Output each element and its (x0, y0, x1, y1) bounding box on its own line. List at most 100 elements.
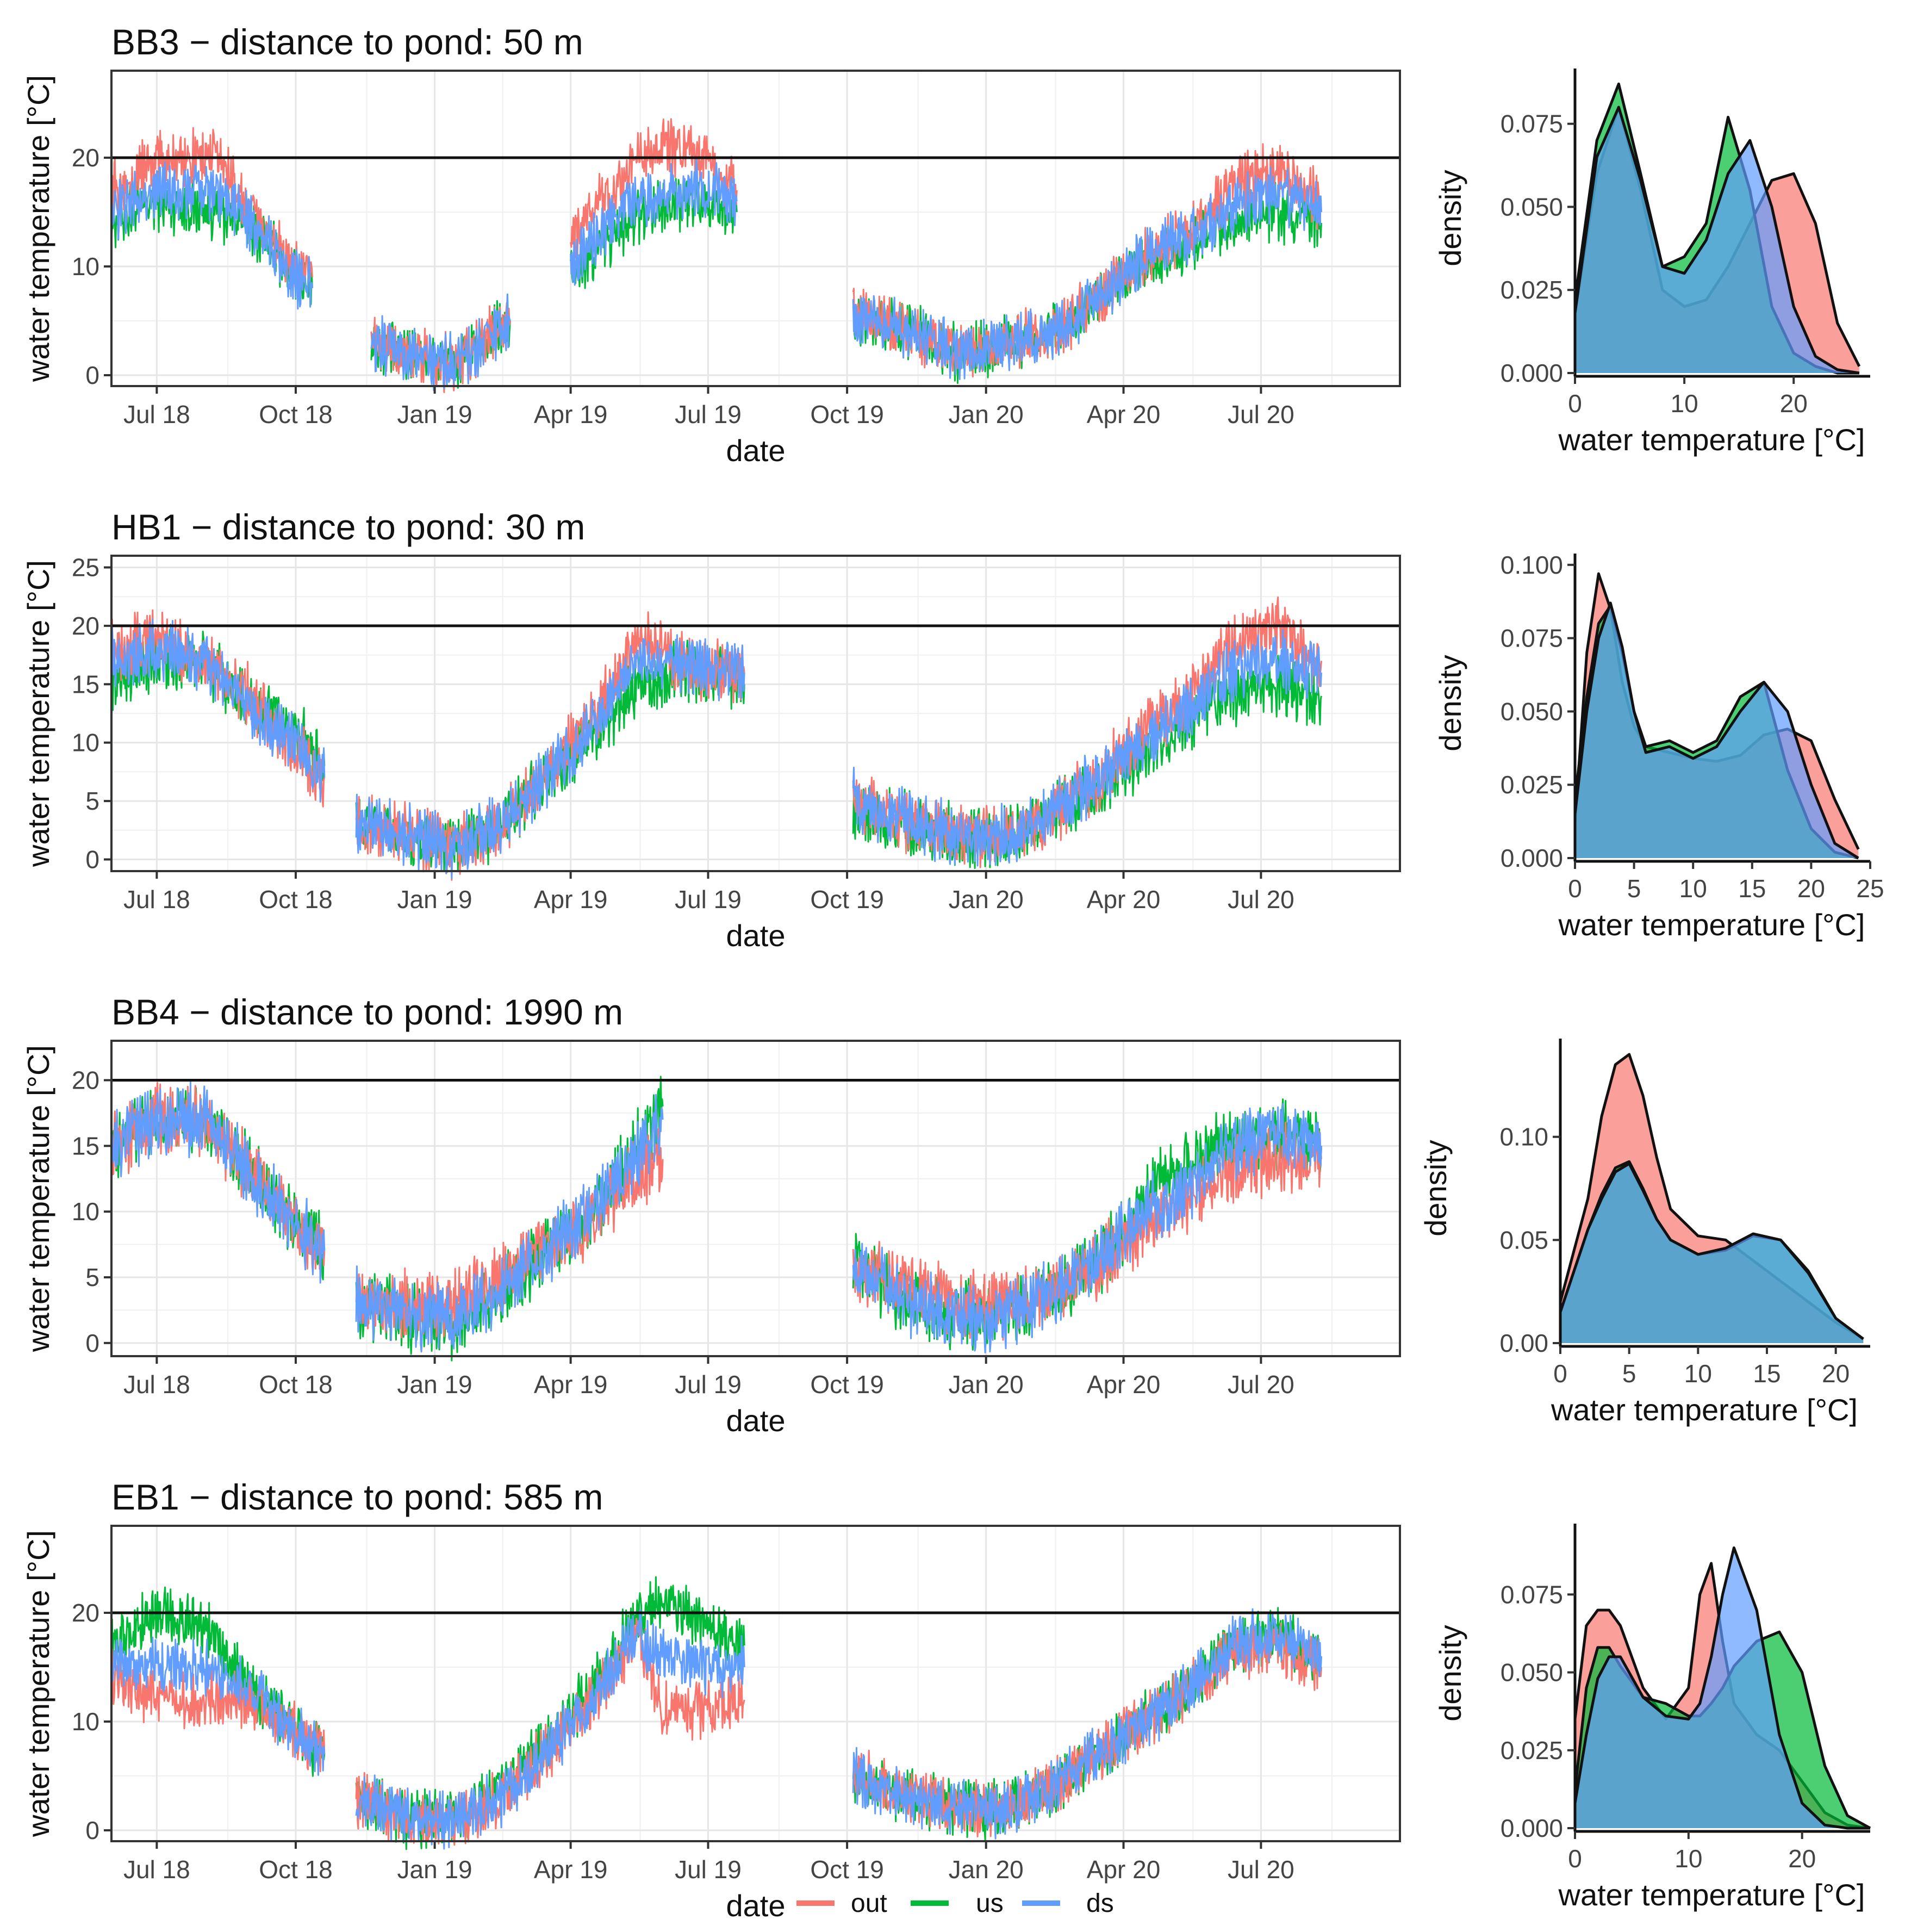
x-axis-label: date (726, 918, 786, 953)
x-tick-label: 15 (1738, 874, 1766, 903)
series-line-ds (355, 1610, 745, 1850)
x-tick-label: 20 (1822, 1359, 1850, 1388)
y-tick-label: 20 (72, 1066, 99, 1095)
x-tick-label: Oct 19 (810, 1370, 884, 1399)
x-tick-label: Jan 20 (949, 400, 1024, 428)
y-tick-label: 20 (72, 1599, 99, 1627)
x-tick-label: 5 (1627, 874, 1641, 903)
series-line-ds (852, 1608, 1322, 1840)
density-outline-ds (1573, 1546, 1870, 1830)
panel-border (110, 1525, 1401, 1842)
y-axis-label: water temperature [°C] (21, 1530, 55, 1837)
x-tick-label: 0 (1568, 1844, 1582, 1873)
y-tick-label: 0 (85, 361, 99, 389)
x-axis-label: date (726, 433, 786, 468)
y-tick-label: 0.025 (1501, 771, 1563, 799)
x-tick-label: Jan 19 (397, 1855, 472, 1884)
x-tick-label: Apr 19 (534, 885, 608, 914)
x-tick-label: Apr 20 (1087, 885, 1161, 914)
x-tick-label: Oct 19 (810, 400, 884, 428)
series-line-ds (852, 629, 1322, 867)
series-line-ds (852, 1103, 1322, 1353)
x-tick-label: Jul 19 (675, 400, 742, 428)
x-tick-label: Jul 20 (1228, 885, 1294, 914)
x-tick-label: 15 (1753, 1359, 1781, 1388)
timeseries-panel: 0 5 10 15 20 Jul 18 Oct 18 Jan 19 Apr 19 Jul 19 Oc… (21, 992, 1401, 1438)
x-tick-label: Jul 19 (675, 1370, 742, 1399)
x-tick-label: 5 (1622, 1359, 1636, 1388)
density-area-ds (1575, 107, 1859, 373)
x-axis-label: date (726, 1888, 786, 1923)
y-tick-label: 0.00 (1499, 1329, 1548, 1357)
series-line-ds (110, 619, 326, 803)
y-axis-label: water temperature [°C] (21, 560, 55, 867)
x-tick-label: 25 (1856, 874, 1884, 903)
panel-border (110, 70, 1401, 387)
x-tick-label: Jul 20 (1228, 1855, 1294, 1884)
density-panel: 0.00 0.05 0.10 0 5 10 15 20 water temperature [°… (1418, 1039, 1870, 1427)
x-tick-label: Oct 18 (259, 400, 333, 428)
x-tick-label: Jul 19 (675, 1855, 742, 1884)
timeseries-panel: 0 10 20 Jul 18 Oct 18 Jan 19 Apr 19 Jul 19 Oct 1… (21, 1477, 1401, 1923)
x-tick-label: Jul 18 (123, 1855, 190, 1884)
x-tick-label: 0 (1568, 874, 1582, 903)
series-line-ds (852, 166, 1322, 380)
y-tick-label: 0.05 (1499, 1226, 1548, 1254)
panel-border (110, 1040, 1401, 1357)
series-line-out (570, 118, 738, 259)
x-tick-label: Jan 19 (397, 885, 472, 914)
x-tick-label: Oct 19 (810, 885, 884, 914)
y-tick-label: 0.075 (1501, 624, 1563, 653)
panel-title: EB1 − distance to pond: 585 m (111, 1477, 603, 1517)
x-tick-label: Jan 19 (397, 400, 472, 428)
x-tick-label: 10 (1671, 389, 1698, 418)
panel-title: BB3 − distance to pond: 50 m (111, 22, 583, 62)
y-axis-label: density (1433, 170, 1467, 266)
x-tick-label: Apr 19 (534, 400, 608, 428)
y-tick-label: 0.000 (1501, 359, 1563, 387)
legend-label-ds: ds (1086, 1889, 1114, 1918)
series-line-ds (355, 1094, 664, 1353)
x-tick-label: 10 (1679, 874, 1707, 903)
x-tick-label: 0 (1568, 389, 1582, 418)
y-tick-label: 0.000 (1501, 844, 1563, 872)
y-tick-label: 20 (72, 144, 99, 172)
y-tick-label: 25 (72, 553, 99, 581)
panel-title: BB4 − distance to pond: 1990 m (111, 992, 623, 1032)
x-tick-label: Apr 20 (1087, 1370, 1161, 1399)
y-tick-label: 10 (72, 252, 99, 281)
x-tick-label: Jul 20 (1228, 1370, 1294, 1399)
x-tick-label: Jul 18 (123, 400, 190, 428)
y-tick-label: 5 (85, 787, 99, 815)
y-tick-label: 0.100 (1501, 551, 1563, 579)
timeseries-panel: 0 5 10 15 20 25 Jul 18 Oct 18 Jan 19 Apr 19 Jul 19… (21, 507, 1401, 953)
y-axis-label: water temperature [°C] (21, 75, 55, 382)
y-tick-label: 0 (85, 1816, 99, 1844)
y-axis-label: density (1418, 1140, 1453, 1236)
density-outline-ds (1573, 105, 1860, 375)
x-tick-label: Apr 20 (1087, 400, 1161, 428)
y-tick-label: 5 (85, 1263, 99, 1291)
x-tick-label: Oct 18 (259, 1855, 333, 1884)
series-line-ds (110, 1081, 326, 1284)
x-axis-label: water temperature [°C] (1551, 1393, 1858, 1427)
y-tick-label: 0.050 (1501, 697, 1563, 725)
x-tick-label: 20 (1780, 389, 1808, 418)
x-tick-label: 10 (1684, 1359, 1712, 1388)
x-tick-label: Apr 19 (534, 1855, 608, 1884)
x-tick-label: Jul 18 (123, 1370, 190, 1399)
series-line-out (110, 127, 313, 288)
x-tick-label: Jul 19 (675, 885, 742, 914)
x-axis-label: water temperature [°C] (1558, 423, 1865, 457)
y-tick-label: 0.050 (1501, 192, 1563, 221)
y-tick-label: 0.050 (1501, 1658, 1563, 1687)
series-line-ds (110, 1636, 326, 1776)
y-tick-label: 0.000 (1501, 1814, 1563, 1842)
y-tick-label: 0 (85, 1329, 99, 1357)
series-line-ds (570, 158, 738, 286)
x-tick-label: Apr 20 (1087, 1855, 1161, 1884)
series-line-us (110, 1586, 326, 1777)
x-axis-label: water temperature [°C] (1558, 908, 1865, 942)
x-axis-label: date (726, 1403, 786, 1438)
